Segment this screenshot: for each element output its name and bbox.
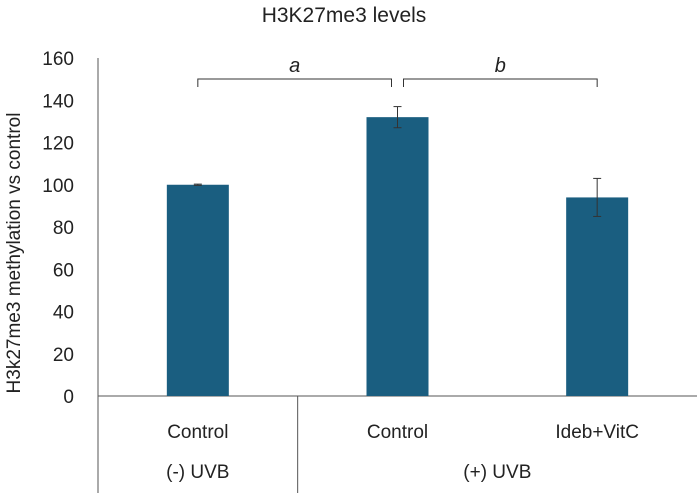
y-tick-label: 60 — [53, 260, 74, 281]
error-bar — [593, 177, 602, 217]
significance-bracket: a — [197, 55, 392, 87]
y-tick-label: 40 — [53, 303, 74, 324]
x-group-label: (+) UVB — [463, 462, 531, 483]
error-bar — [193, 183, 202, 186]
significance-bracket: b — [403, 55, 598, 87]
y-tick-label: 120 — [42, 134, 74, 155]
bars — [166, 117, 629, 397]
x-axis-groups: (-) UVB (+) UVB — [166, 396, 531, 493]
x-tick-label: Ideb+VitC — [555, 422, 639, 443]
y-tick-label: 100 — [42, 176, 74, 197]
bar — [566, 197, 629, 396]
y-axis-label: H3k27me3 methylation vs control — [4, 113, 25, 394]
chart-title: H3K27me3 levels — [262, 4, 427, 27]
x-tick-label: Control — [167, 422, 228, 443]
significance-label: b — [495, 55, 506, 77]
y-tick-label: 80 — [53, 218, 74, 239]
error-bar — [393, 106, 402, 129]
y-tick-label: 160 — [42, 49, 74, 70]
x-group-label: (-) UVB — [166, 462, 229, 483]
y-tick-label: 20 — [53, 345, 74, 366]
error-bars — [193, 106, 602, 217]
y-tick-label: 0 — [63, 387, 74, 408]
bar — [366, 117, 429, 397]
y-tick-label: 140 — [42, 91, 74, 112]
x-tick-label: Control — [367, 422, 428, 443]
significance-label: a — [289, 55, 300, 77]
y-axis: 0 20 40 60 80 100 120 140 160 — [42, 49, 74, 408]
x-axis-categories: Control Control Ideb+VitC — [167, 422, 639, 443]
bar — [166, 184, 229, 396]
